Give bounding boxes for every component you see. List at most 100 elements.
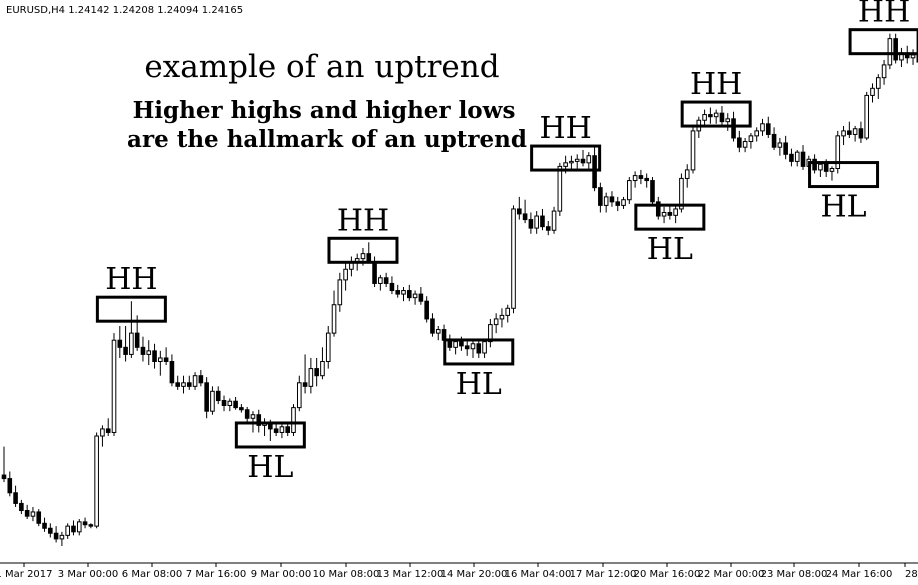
candle xyxy=(296,375,302,412)
candle-body-bullish xyxy=(181,382,186,387)
swing-label: HH xyxy=(690,67,742,102)
candle xyxy=(117,326,123,358)
candle-body-bearish xyxy=(117,339,123,348)
candle-body-bearish xyxy=(638,175,644,179)
candle xyxy=(227,398,233,412)
candle xyxy=(852,125,858,142)
candle xyxy=(713,109,719,124)
candle-body-bullish xyxy=(59,534,65,540)
candle-body-bearish xyxy=(24,510,30,517)
candle-body-bearish xyxy=(545,226,551,231)
candle-body-bearish xyxy=(737,137,742,148)
candle xyxy=(48,523,53,538)
candle-body-bullish xyxy=(534,215,539,229)
candle-body-bullish xyxy=(401,290,406,295)
candle-body-bullish xyxy=(511,208,516,309)
candle xyxy=(609,191,615,207)
higher-high-annotation: HH xyxy=(680,67,752,128)
candle-body-bearish xyxy=(598,187,603,206)
chart-subtitle-line-1: Higher highs and higher lows xyxy=(133,97,516,124)
candle-body-bullish xyxy=(875,77,881,89)
candle xyxy=(215,386,221,405)
candle xyxy=(181,375,186,394)
candle-body-bullish xyxy=(210,390,215,412)
candle-body-bearish xyxy=(314,368,319,377)
candle xyxy=(708,107,713,124)
candle xyxy=(1,446,7,483)
candle xyxy=(690,125,696,174)
candle-body-bullish xyxy=(111,339,117,433)
candle-body-bearish xyxy=(789,153,794,162)
candle-body-bullish xyxy=(337,279,343,306)
candle xyxy=(59,531,65,546)
candle-body-bullish xyxy=(493,318,499,326)
candle xyxy=(742,137,748,153)
candle xyxy=(627,177,632,204)
candle-body-bullish xyxy=(818,163,823,171)
candle xyxy=(123,326,128,362)
candle-body-bearish xyxy=(82,521,88,526)
higher-low-annotation: HL xyxy=(443,338,515,402)
candle-body-bearish xyxy=(198,375,204,384)
candle xyxy=(430,313,435,337)
swing-box xyxy=(808,161,880,189)
candle-body-bullish xyxy=(679,177,684,210)
candle-body-bearish xyxy=(389,282,395,292)
candle-body-bullish xyxy=(881,64,887,79)
higher-high-annotation: HH xyxy=(848,0,918,56)
candle-body-bearish xyxy=(383,277,389,284)
candle-body-bullish xyxy=(574,158,580,162)
candle-body-bullish xyxy=(320,361,325,377)
swing-box xyxy=(680,100,752,128)
candle-body-bullish xyxy=(343,268,348,281)
candle xyxy=(308,357,314,394)
candle xyxy=(748,133,754,149)
candle-body-bearish xyxy=(424,300,429,320)
candle-body-bearish xyxy=(395,290,401,295)
candle-body-bullish xyxy=(713,112,719,118)
higher-low-annotation: HL xyxy=(634,203,706,267)
candle xyxy=(511,205,516,314)
candle xyxy=(175,375,180,390)
higher-low-annotation: HL xyxy=(808,161,880,225)
candle-body-bullish xyxy=(742,141,748,148)
candle-body-bearish xyxy=(175,382,180,387)
candle xyxy=(7,471,13,497)
candle xyxy=(522,199,528,224)
candle xyxy=(864,91,870,141)
candle xyxy=(105,418,111,437)
candle xyxy=(424,296,429,323)
candle xyxy=(499,308,505,328)
time-tick-label: 3 Mar 00:00 xyxy=(58,569,118,580)
candle xyxy=(76,519,82,536)
candle-body-bearish xyxy=(268,423,273,430)
candle-body-bearish xyxy=(893,38,898,61)
candle-body-bearish xyxy=(7,478,13,494)
candle-body-bullish xyxy=(627,180,632,201)
candle-body-bullish xyxy=(690,130,696,171)
candle-body-bullish xyxy=(435,329,441,334)
higher-low-annotation: HL xyxy=(234,421,306,485)
candle-body-bearish xyxy=(372,261,377,284)
candle xyxy=(210,386,215,415)
candle xyxy=(337,272,343,312)
higher-high-annotation: HH xyxy=(327,203,399,264)
candle xyxy=(470,340,476,358)
candle-body-bullish xyxy=(308,368,314,387)
candle xyxy=(65,523,70,539)
candle-body-bearish xyxy=(540,215,545,228)
candle-body-bullish xyxy=(146,350,152,355)
candle-body-bearish xyxy=(42,522,47,529)
candle xyxy=(719,106,725,126)
candle xyxy=(221,395,227,412)
candle xyxy=(679,173,684,213)
candle xyxy=(540,208,545,231)
candle xyxy=(887,33,893,70)
candle-body-bullish xyxy=(563,162,568,167)
candle xyxy=(603,192,609,213)
candle-body-bearish xyxy=(233,400,238,409)
time-tick-label: 1 Mar 2017 xyxy=(0,569,53,580)
candle-body-bearish xyxy=(592,155,597,189)
